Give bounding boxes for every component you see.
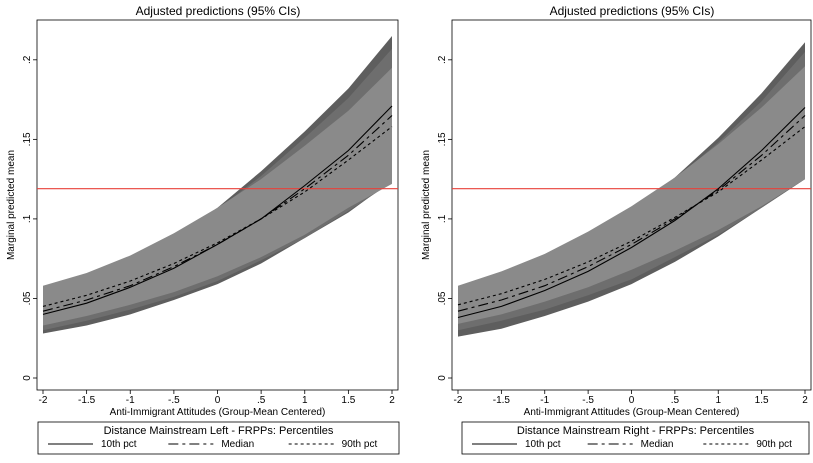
x-tick-label: .5 — [257, 395, 266, 406]
y-tick-label: 0 — [22, 375, 33, 381]
x-tick-label: -1 — [540, 395, 549, 406]
x-tick-label: -2 — [454, 395, 463, 406]
y-axis-title: Marginal predicted mean — [6, 150, 17, 260]
x-tick-label: -1.5 — [78, 395, 96, 406]
series-line-10th-pct — [42, 105, 393, 315]
chart-title: Adjusted predictions (95% CIs) — [550, 4, 715, 18]
series-line-10th-pct — [457, 107, 806, 319]
x-tick-label: 1.5 — [755, 395, 769, 406]
ci-band-90th-pct — [43, 67, 392, 326]
chart-title: Adjusted predictions (95% CIs) — [136, 4, 301, 18]
chart-panel-1: Adjusted predictions (95% CIs) -2 -1.5 -1 -.… — [6, 4, 400, 455]
legend-label: Median — [641, 439, 674, 450]
y-tick-label: .15 — [22, 132, 33, 146]
x-tick-label: -2 — [39, 395, 48, 406]
chart-panel-2: Adjusted predictions (95% CIs) -2 -1.5 -1 -.… — [421, 4, 812, 455]
y-tick-label: .05 — [437, 291, 448, 305]
y-tick-label: 0 — [437, 375, 448, 381]
x-axis-title: Anti-Immigrant Attitudes (Group-Mean Cen… — [110, 407, 326, 418]
x-tick-label: 1 — [715, 395, 721, 406]
legend-label: 10th pct — [525, 439, 561, 450]
x-tick-label: 1.5 — [341, 395, 355, 406]
ci-band-90th-pct — [458, 66, 805, 324]
x-axis-title: Anti-Immigrant Attitudes (Group-Mean Cen… — [524, 407, 740, 418]
y-axis-title: Marginal predicted mean — [421, 150, 432, 260]
legend-label: Median — [221, 439, 254, 450]
legend-title: Distance Mainstream Left - FRPPs: Percen… — [104, 425, 334, 437]
legend-title: Distance Mainstream Right - FRPPs: Perce… — [517, 425, 755, 437]
x-tick-label: -1.5 — [493, 395, 511, 406]
y-tick-label: .1 — [22, 214, 33, 223]
x-tick-label: .5 — [671, 395, 680, 406]
x-tick-label: -.5 — [168, 395, 180, 406]
y-tick-label: .05 — [22, 291, 33, 305]
legend-label: 10th pct — [101, 439, 137, 450]
x-tick-label: 2 — [389, 395, 395, 406]
series-line-90th-pct — [457, 126, 806, 306]
x-tick-label: 1 — [302, 395, 308, 406]
legend-label: 90th pct — [756, 439, 792, 450]
x-tick-label: 2 — [802, 395, 808, 406]
y-tick-label: .15 — [437, 132, 448, 146]
series-line-90th-pct — [42, 126, 393, 307]
x-tick-label: -1 — [126, 395, 135, 406]
y-tick-label: .1 — [437, 214, 448, 223]
legend-label: 90th pct — [342, 439, 378, 450]
legend-box — [37, 421, 400, 455]
legend-box — [461, 421, 810, 455]
y-tick-label: .2 — [437, 55, 448, 64]
x-tick-label: -.5 — [582, 395, 594, 406]
x-tick-label: 0 — [215, 395, 221, 406]
x-tick-label: 0 — [629, 395, 635, 406]
y-tick-label: .2 — [22, 55, 33, 64]
